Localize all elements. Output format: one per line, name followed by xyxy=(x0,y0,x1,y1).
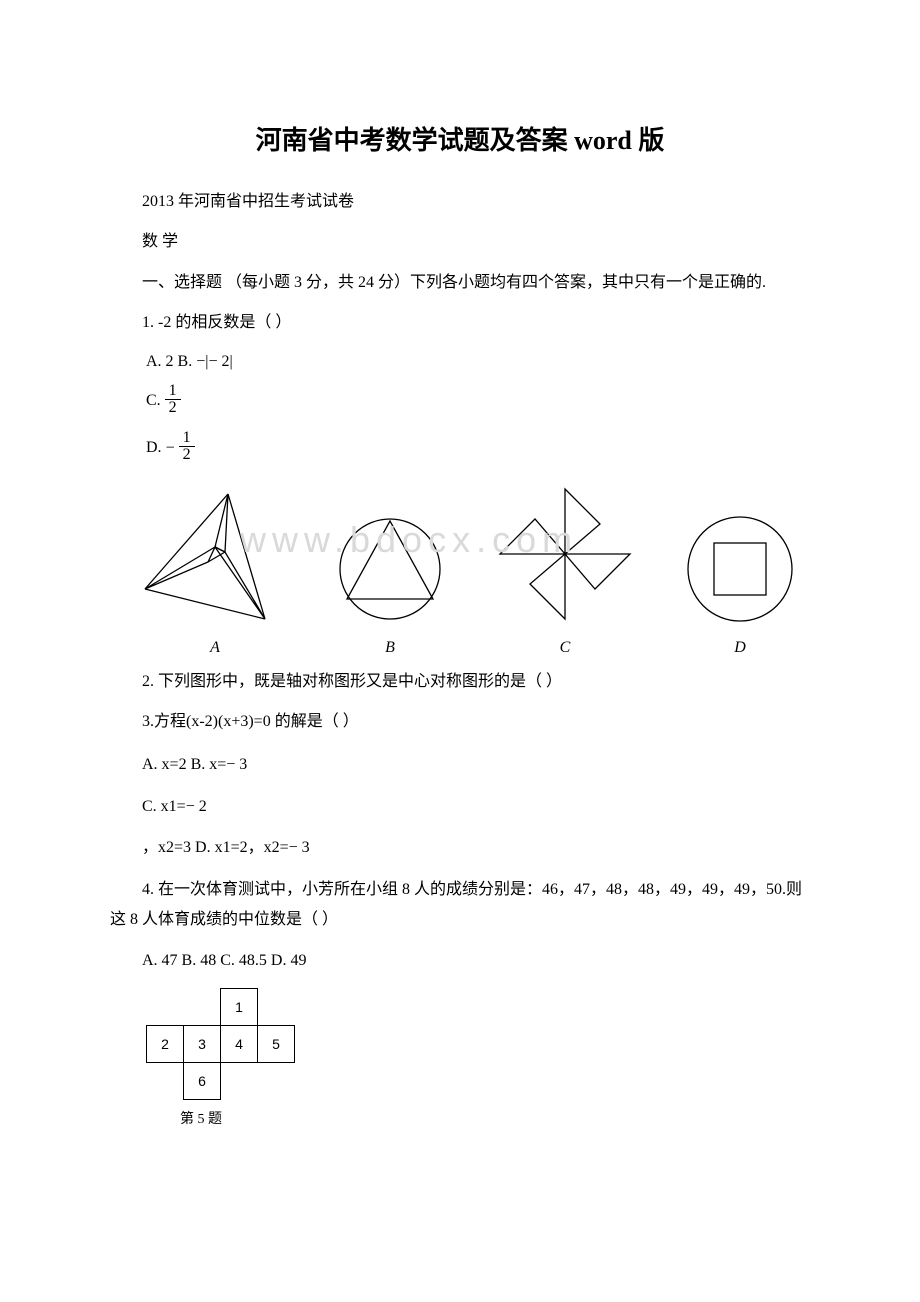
q1-optD-neg: − xyxy=(166,439,175,456)
q1-optD-frac: 1 2 xyxy=(179,430,195,463)
q1-option-d: D. − 1 2 xyxy=(146,432,810,465)
shape-a-svg xyxy=(140,489,290,629)
grid-cell xyxy=(147,1063,184,1100)
grid-cell xyxy=(258,989,295,1026)
q1-optC-label: C. xyxy=(146,392,161,409)
q1-option-c: C. 1 2 xyxy=(146,385,810,418)
subject: 数 学 xyxy=(110,227,810,257)
shape-d-label: D xyxy=(734,639,746,657)
grid-cell xyxy=(184,989,221,1026)
shape-a-cell: A xyxy=(140,489,290,657)
q3-stem: 3.方程(x-2)(x+3)=0 的解是（ ） xyxy=(110,707,810,737)
q3-opt-c: C. x1=− 2 xyxy=(142,789,810,824)
q5-caption: 第 5 题 xyxy=(180,1108,810,1128)
frac-num: 1 xyxy=(165,383,181,400)
shape-d-cell: D xyxy=(680,509,800,657)
q3-opt-cd: ，x2=3 D. x1=2，x2=− 3 xyxy=(142,830,810,865)
grid-cell: 1 xyxy=(221,989,258,1026)
q4-options: A. 47 B. 48 C. 48.5 D. 49 xyxy=(110,946,810,976)
grid-cell xyxy=(147,989,184,1026)
q5-grid: 1 2 3 4 5 6 xyxy=(146,988,295,1100)
shape-c-cell: C xyxy=(490,479,640,657)
q1-optD-label: D. xyxy=(146,439,162,456)
grid-cell: 5 xyxy=(258,1026,295,1063)
q3-optC-tail: − 2 xyxy=(186,798,207,815)
frac-num: 1 xyxy=(179,430,195,447)
grid-cell: 4 xyxy=(221,1026,258,1063)
q1-optA-label: A. 2 B. xyxy=(146,353,192,370)
q3-optC-pre: C. x1= xyxy=(142,798,186,815)
q1-stem: 1. -2 的相反数是（ ） xyxy=(110,308,810,338)
frac-den: 2 xyxy=(165,400,181,416)
shape-b-label: B xyxy=(385,639,395,657)
shape-c-label: C xyxy=(560,639,571,657)
q1-option-ab: A. 2 B. −|− 2| xyxy=(146,353,810,371)
q3-opt-ab: A. x=2 B. x=− 3 xyxy=(142,747,810,782)
q1-optC-frac: 1 2 xyxy=(165,383,181,416)
q2-stem: 2. 下列图形中，既是轴对称图形又是中心对称图形的是（ ） xyxy=(110,667,810,697)
shape-a-label: A xyxy=(210,639,220,657)
exam-page: 河南省中考数学试题及答案 word 版 2013 年河南省中招生考试试卷 数 学… xyxy=(0,0,920,1188)
q1-optB-abs: |− 2| xyxy=(205,353,232,370)
exam-year: 2013 年河南省中招生考试试卷 xyxy=(110,187,810,217)
grid-cell xyxy=(221,1063,258,1100)
q3-optCD: ，x2=3 D. x1=2，x2= xyxy=(142,839,289,856)
shapes-row: www.bdocx.com A xyxy=(140,479,810,657)
grid-cell: 6 xyxy=(184,1063,221,1100)
shape-b-svg xyxy=(330,509,450,629)
grid-cell: 2 xyxy=(147,1026,184,1063)
q3-optA: A. x=2 B. x= xyxy=(142,756,226,773)
q3-optA-tail: − 3 xyxy=(226,756,247,773)
page-title: 河南省中考数学试题及答案 word 版 xyxy=(110,120,810,157)
frac-den: 2 xyxy=(179,447,195,463)
shape-c-svg xyxy=(490,479,640,629)
shape-d-svg xyxy=(680,509,800,629)
q5-figure: 1 2 3 4 5 6 xyxy=(146,988,810,1100)
grid-cell: 3 xyxy=(184,1026,221,1063)
shape-b-cell: B xyxy=(330,509,450,657)
grid-cell xyxy=(258,1063,295,1100)
q4-stem: 4. 在一次体育测试中，小芳所在小组 8 人的成绩分别是：46，47，48，48… xyxy=(110,875,810,936)
q1-optB-neg: − xyxy=(196,353,205,370)
q3-optD-tail: − 3 xyxy=(289,839,310,856)
section-1-heading: 一、选择题 （每小题 3 分，共 24 分）下列各小题均有四个答案，其中只有一个… xyxy=(110,268,810,298)
